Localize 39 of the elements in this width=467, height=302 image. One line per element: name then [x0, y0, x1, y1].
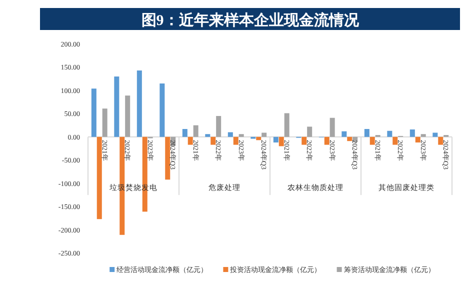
bar	[273, 136, 278, 142]
bar	[330, 118, 335, 137]
bar	[160, 83, 165, 137]
bar	[302, 136, 307, 145]
bar	[216, 116, 222, 137]
bar	[136, 70, 142, 137]
bar	[342, 131, 347, 137]
bar	[432, 132, 438, 137]
bar	[392, 136, 398, 145]
bar	[347, 136, 352, 142]
bar	[114, 76, 120, 137]
bar	[182, 128, 188, 137]
bar	[284, 113, 290, 137]
bar	[415, 136, 420, 142]
bar	[91, 88, 96, 137]
bar	[142, 136, 148, 212]
bar	[205, 134, 210, 137]
bar	[364, 128, 370, 137]
bar	[262, 132, 267, 137]
bar	[193, 125, 198, 137]
bar	[307, 126, 312, 137]
bar	[228, 132, 233, 137]
bar	[410, 129, 415, 137]
bar	[125, 96, 130, 137]
bar	[102, 108, 108, 137]
bar	[438, 136, 444, 145]
bar	[210, 136, 216, 145]
bar	[387, 130, 392, 137]
bar	[233, 136, 238, 145]
bar	[370, 136, 375, 145]
bar	[420, 134, 426, 137]
bar	[238, 134, 244, 137]
bar	[278, 136, 284, 146]
bar	[256, 136, 262, 140]
bar	[188, 136, 193, 145]
bar	[96, 136, 102, 220]
bar	[324, 136, 330, 145]
chart-title: 图9：近年来样本企业现金流情况	[141, 11, 360, 29]
bar	[165, 136, 170, 180]
